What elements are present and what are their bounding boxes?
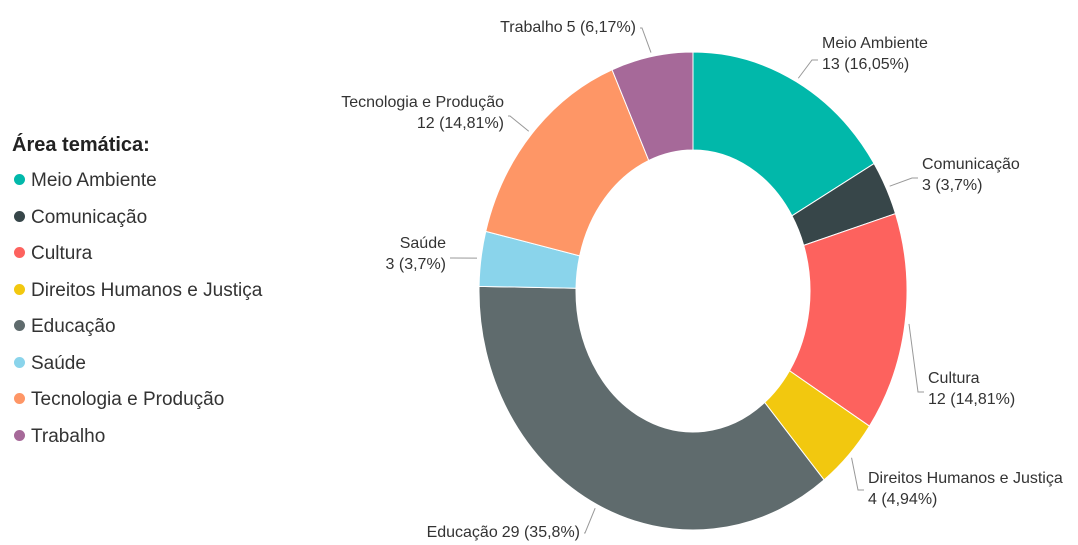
data-label-name: Cultura xyxy=(928,370,980,387)
leader-line xyxy=(851,457,864,491)
legend-item: Comunicação xyxy=(14,207,147,229)
legend-swatch xyxy=(14,210,25,222)
legend-item: Meio Ambiente xyxy=(14,170,157,192)
donut-slice xyxy=(478,285,825,531)
donut-slice xyxy=(611,51,694,162)
legend-swatch xyxy=(14,393,25,404)
legend-item: Direitos Humanos e Justiça xyxy=(14,280,262,302)
legend-label: Educação xyxy=(31,316,116,337)
legend-swatch xyxy=(14,283,25,295)
legend-label: Meio Ambiente xyxy=(31,170,157,191)
data-label: Cultura 12 (14,81%) xyxy=(928,368,1015,410)
legend-label: Tecnologia e Produção xyxy=(31,389,225,410)
data-label-value: 12 (14,81%) xyxy=(928,391,1016,408)
leader-line xyxy=(584,507,596,534)
data-label-name: Meio Ambiente xyxy=(822,35,928,52)
data-label: Saúde 3 (3,7%) xyxy=(386,233,446,275)
legend-swatch xyxy=(14,174,25,185)
data-label-name: Trabalho xyxy=(500,19,563,36)
legend-label: Direitos Humanos e Justiça xyxy=(31,279,263,301)
data-label-line: Trabalho 5 (6,17%) xyxy=(500,17,636,38)
legend-swatch xyxy=(14,320,25,331)
data-label-value: 29 (35,8%) xyxy=(501,524,580,541)
legend-label: Cultura xyxy=(31,243,93,264)
data-label: Meio Ambiente 13 (16,05%) xyxy=(822,33,928,75)
data-label-line: Educação 29 (35,8%) xyxy=(427,522,580,543)
data-label: Direitos Humanos e Justiça 4 (4,94%) xyxy=(868,468,1063,510)
leader-line xyxy=(508,115,530,132)
data-label: Tecnologia e Produção 12 (14,81%) xyxy=(341,92,504,134)
legend-label: Comunicação xyxy=(31,206,148,228)
data-label: Trabalho 5 (6,17%) xyxy=(500,17,636,38)
data-label-value: 4 (4,94%) xyxy=(868,491,938,508)
data-label-name: Direitos Humanos e Justiça xyxy=(868,470,1063,487)
data-label-value: 3 (3,7%) xyxy=(385,256,446,273)
data-label-value: 13 (16,05%) xyxy=(822,56,910,73)
legend-item: Educação xyxy=(14,316,116,338)
legend-title: Área temática: xyxy=(12,134,150,156)
data-label-name: Comunicação xyxy=(922,156,1020,173)
data-label-name: Saúde xyxy=(399,235,446,252)
data-label-value: 12 (14,81%) xyxy=(416,115,504,132)
legend-item: Saúde xyxy=(14,353,86,375)
legend-item: Tecnologia e Produção xyxy=(14,389,224,411)
legend-swatch xyxy=(14,356,25,368)
leader-line xyxy=(640,27,652,53)
data-label-value: 5 (6,17%) xyxy=(566,19,636,36)
legend-label: Trabalho xyxy=(31,425,106,447)
data-label: Educação 29 (35,8%) xyxy=(427,522,580,543)
legend-item: Cultura xyxy=(14,243,92,265)
legend-swatch xyxy=(14,247,25,258)
data-label: Comunicação 3 (3,7%) xyxy=(922,154,1020,196)
leader-line xyxy=(797,59,818,79)
legend-swatch xyxy=(14,429,25,441)
leader-line xyxy=(908,323,924,393)
legend-label: Saúde xyxy=(31,352,86,374)
leader-line xyxy=(889,177,918,187)
data-label-name: Educação xyxy=(426,524,498,541)
data-label-name: Tecnologia e Produção xyxy=(341,94,504,111)
data-label-value: 3 (3,7%) xyxy=(922,177,983,194)
legend-item: Trabalho xyxy=(14,426,105,448)
